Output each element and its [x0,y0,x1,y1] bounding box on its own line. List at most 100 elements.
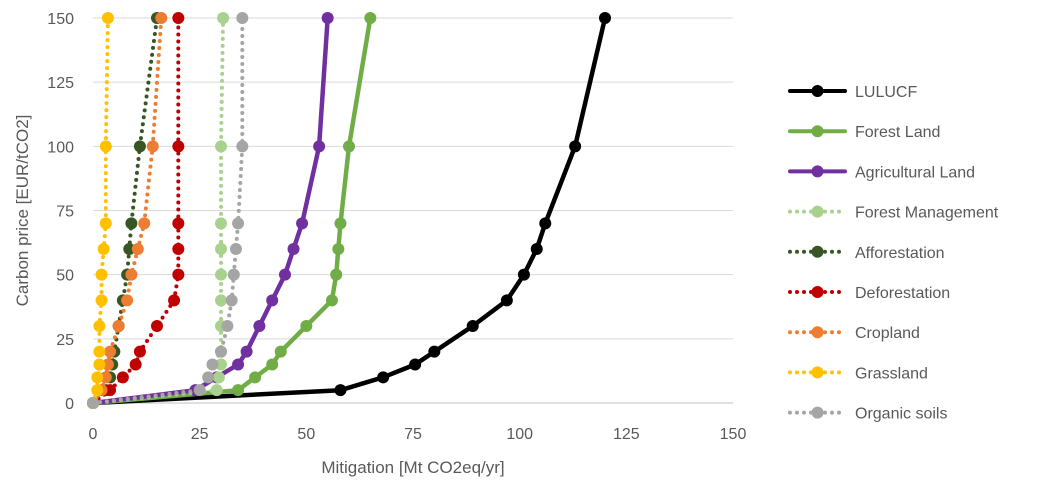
data-point [313,140,326,153]
legend-swatch-marker [811,366,824,379]
x-tick-label: 150 [720,426,747,443]
data-point [287,243,300,255]
data-point [334,217,347,230]
data-point [202,371,215,384]
y-tick-label: 150 [47,11,74,28]
data-point [296,217,309,230]
data-point [240,345,253,358]
data-point [300,320,313,332]
data-point [599,12,611,24]
data-point [155,12,168,24]
data-point [332,243,345,255]
data-point [206,358,219,371]
data-point [266,294,279,307]
data-point [225,294,238,307]
data-point [91,384,104,397]
data-point [121,294,134,307]
series-line [90,15,608,406]
legend: LULUCF Forest Land Agricultural Land Forest… [788,84,999,423]
x-tick-label: 50 [297,426,315,443]
data-point [125,217,138,230]
x-tick-label: 75 [404,426,422,443]
data-point [517,268,530,281]
legend-item: Cropland [788,325,920,342]
data-point [364,12,377,24]
y-tick-label: 75 [56,204,74,221]
data-point [232,384,245,397]
data-point [212,371,225,384]
data-point [500,294,513,307]
legend-item: LULUCF [788,84,917,101]
data-point [266,358,279,371]
legend-label: Agricultural Land [855,164,975,181]
plot-area [87,12,611,409]
data-point [221,320,234,332]
data-point [236,140,249,153]
series-line [91,16,226,405]
data-point [93,320,106,332]
data-point [232,358,245,371]
x-tick-label: 100 [506,426,533,443]
y-axis-title: Carbon price [EUR/tCO2] [13,115,32,307]
data-point [330,268,343,281]
data-point [249,371,262,384]
data-point [539,217,552,230]
data-point [215,243,227,255]
data-point [93,345,106,358]
data-point [343,140,355,153]
data-point [172,243,185,255]
data-point [229,243,242,255]
legend-swatch-marker [811,205,824,218]
data-point [172,217,185,230]
legend-swatch-marker [811,326,824,339]
legend-item: Forest Management [788,205,999,222]
data-point [377,371,390,384]
data-point [95,268,108,281]
data-point [91,371,104,384]
data-point [279,268,291,281]
legend-item: Agricultural Land [788,164,975,181]
data-point [116,371,129,384]
data-point [131,243,144,255]
legend-item: Forest Land [788,124,940,141]
legend-item: Deforestation [788,285,950,302]
data-point [569,140,582,153]
legend-label: Afforestation [855,245,945,262]
x-tick-label: 125 [613,426,640,443]
data-point [123,243,136,255]
data-point [125,268,138,281]
data-point [321,12,334,24]
data-point [168,294,181,307]
data-point [93,358,106,371]
data-point [210,384,223,397]
legend-swatch-marker [811,286,824,298]
legend-swatch-marker [811,245,824,258]
data-point [112,320,125,332]
data-point [530,243,543,255]
data-point [334,384,347,397]
data-point [172,12,185,24]
data-point [101,358,114,371]
data-point [99,140,112,153]
data-point [215,268,227,281]
data-point [97,243,110,255]
legend-label: LULUCF [855,84,917,101]
legend-label: Forest Land [855,124,940,141]
x-tick-label: 0 [89,426,98,443]
legend-item: Afforestation [788,245,945,262]
data-point [274,345,287,358]
x-axis-title: Mitigation [Mt CO2eq/yr] [321,458,504,477]
data-point [215,358,227,371]
data-point [215,140,227,153]
series-organic-soils [87,12,249,409]
legend-swatch-marker [811,125,824,138]
data-point [151,320,163,332]
series-lulucf [87,12,611,409]
legend-label: Organic soils [855,406,947,423]
data-point [253,320,266,332]
data-point [215,217,227,230]
gridlines [93,17,733,404]
data-point [99,217,112,230]
data-point [104,345,117,358]
